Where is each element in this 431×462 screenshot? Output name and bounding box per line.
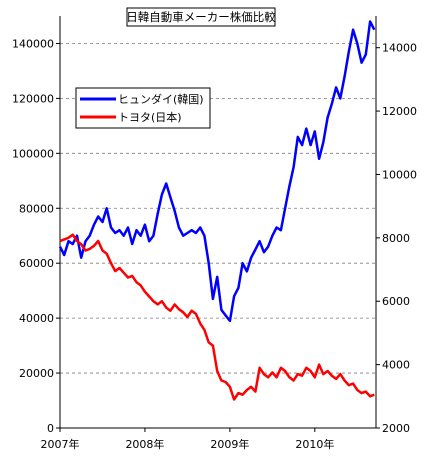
legend: ヒュンダイ(韓国) トヨタ(日本) [75,87,211,129]
tick-labels: 0 20000 40000 60000 80000 100000 120000 140000 2… [12,37,417,451]
y-left-tick-label: 20000 [19,367,54,380]
y-right-tick-label: 2000 [382,422,410,435]
series-line-toyota [59,233,375,401]
legend-label-toyota: トヨタ(日本) [118,110,182,124]
y-right-tick-label: 8000 [382,232,410,245]
y-left-tick-label: 80000 [19,202,54,215]
y-right-tick-label: 10000 [382,168,417,181]
x-tick-label: 2009年 [210,437,249,451]
legend-label-hyundai: ヒュンダイ(韓国) [118,92,204,106]
x-tick-label: 2010年 [295,437,334,451]
series-layer [58,20,376,401]
chart-title-box: 日韓自動車メーカー株価比較 [126,7,276,27]
plot-area [60,16,376,428]
y-left-tick-label: 120000 [12,92,54,105]
y-right-tick-label: 12000 [382,105,417,118]
x-tick-label: 2007年 [41,437,80,451]
chart-title: 日韓自動車メーカー株価比較 [126,10,276,24]
y-right-tick-label: 14000 [382,42,417,55]
y-left-tick-label: 140000 [12,37,54,50]
y-left-tick-label: 40000 [19,312,54,325]
y-left-tick-label: 0 [47,422,54,435]
legend-box [75,87,211,129]
y-left-tick-label: 100000 [12,147,54,160]
y-right-tick-label: 4000 [382,359,410,372]
x-tick-label: 2008年 [125,437,164,451]
y-right-tick-label: 6000 [382,295,410,308]
series-line-hyundai [58,20,376,323]
axes [56,16,380,432]
y-left-tick-label: 60000 [19,257,54,270]
